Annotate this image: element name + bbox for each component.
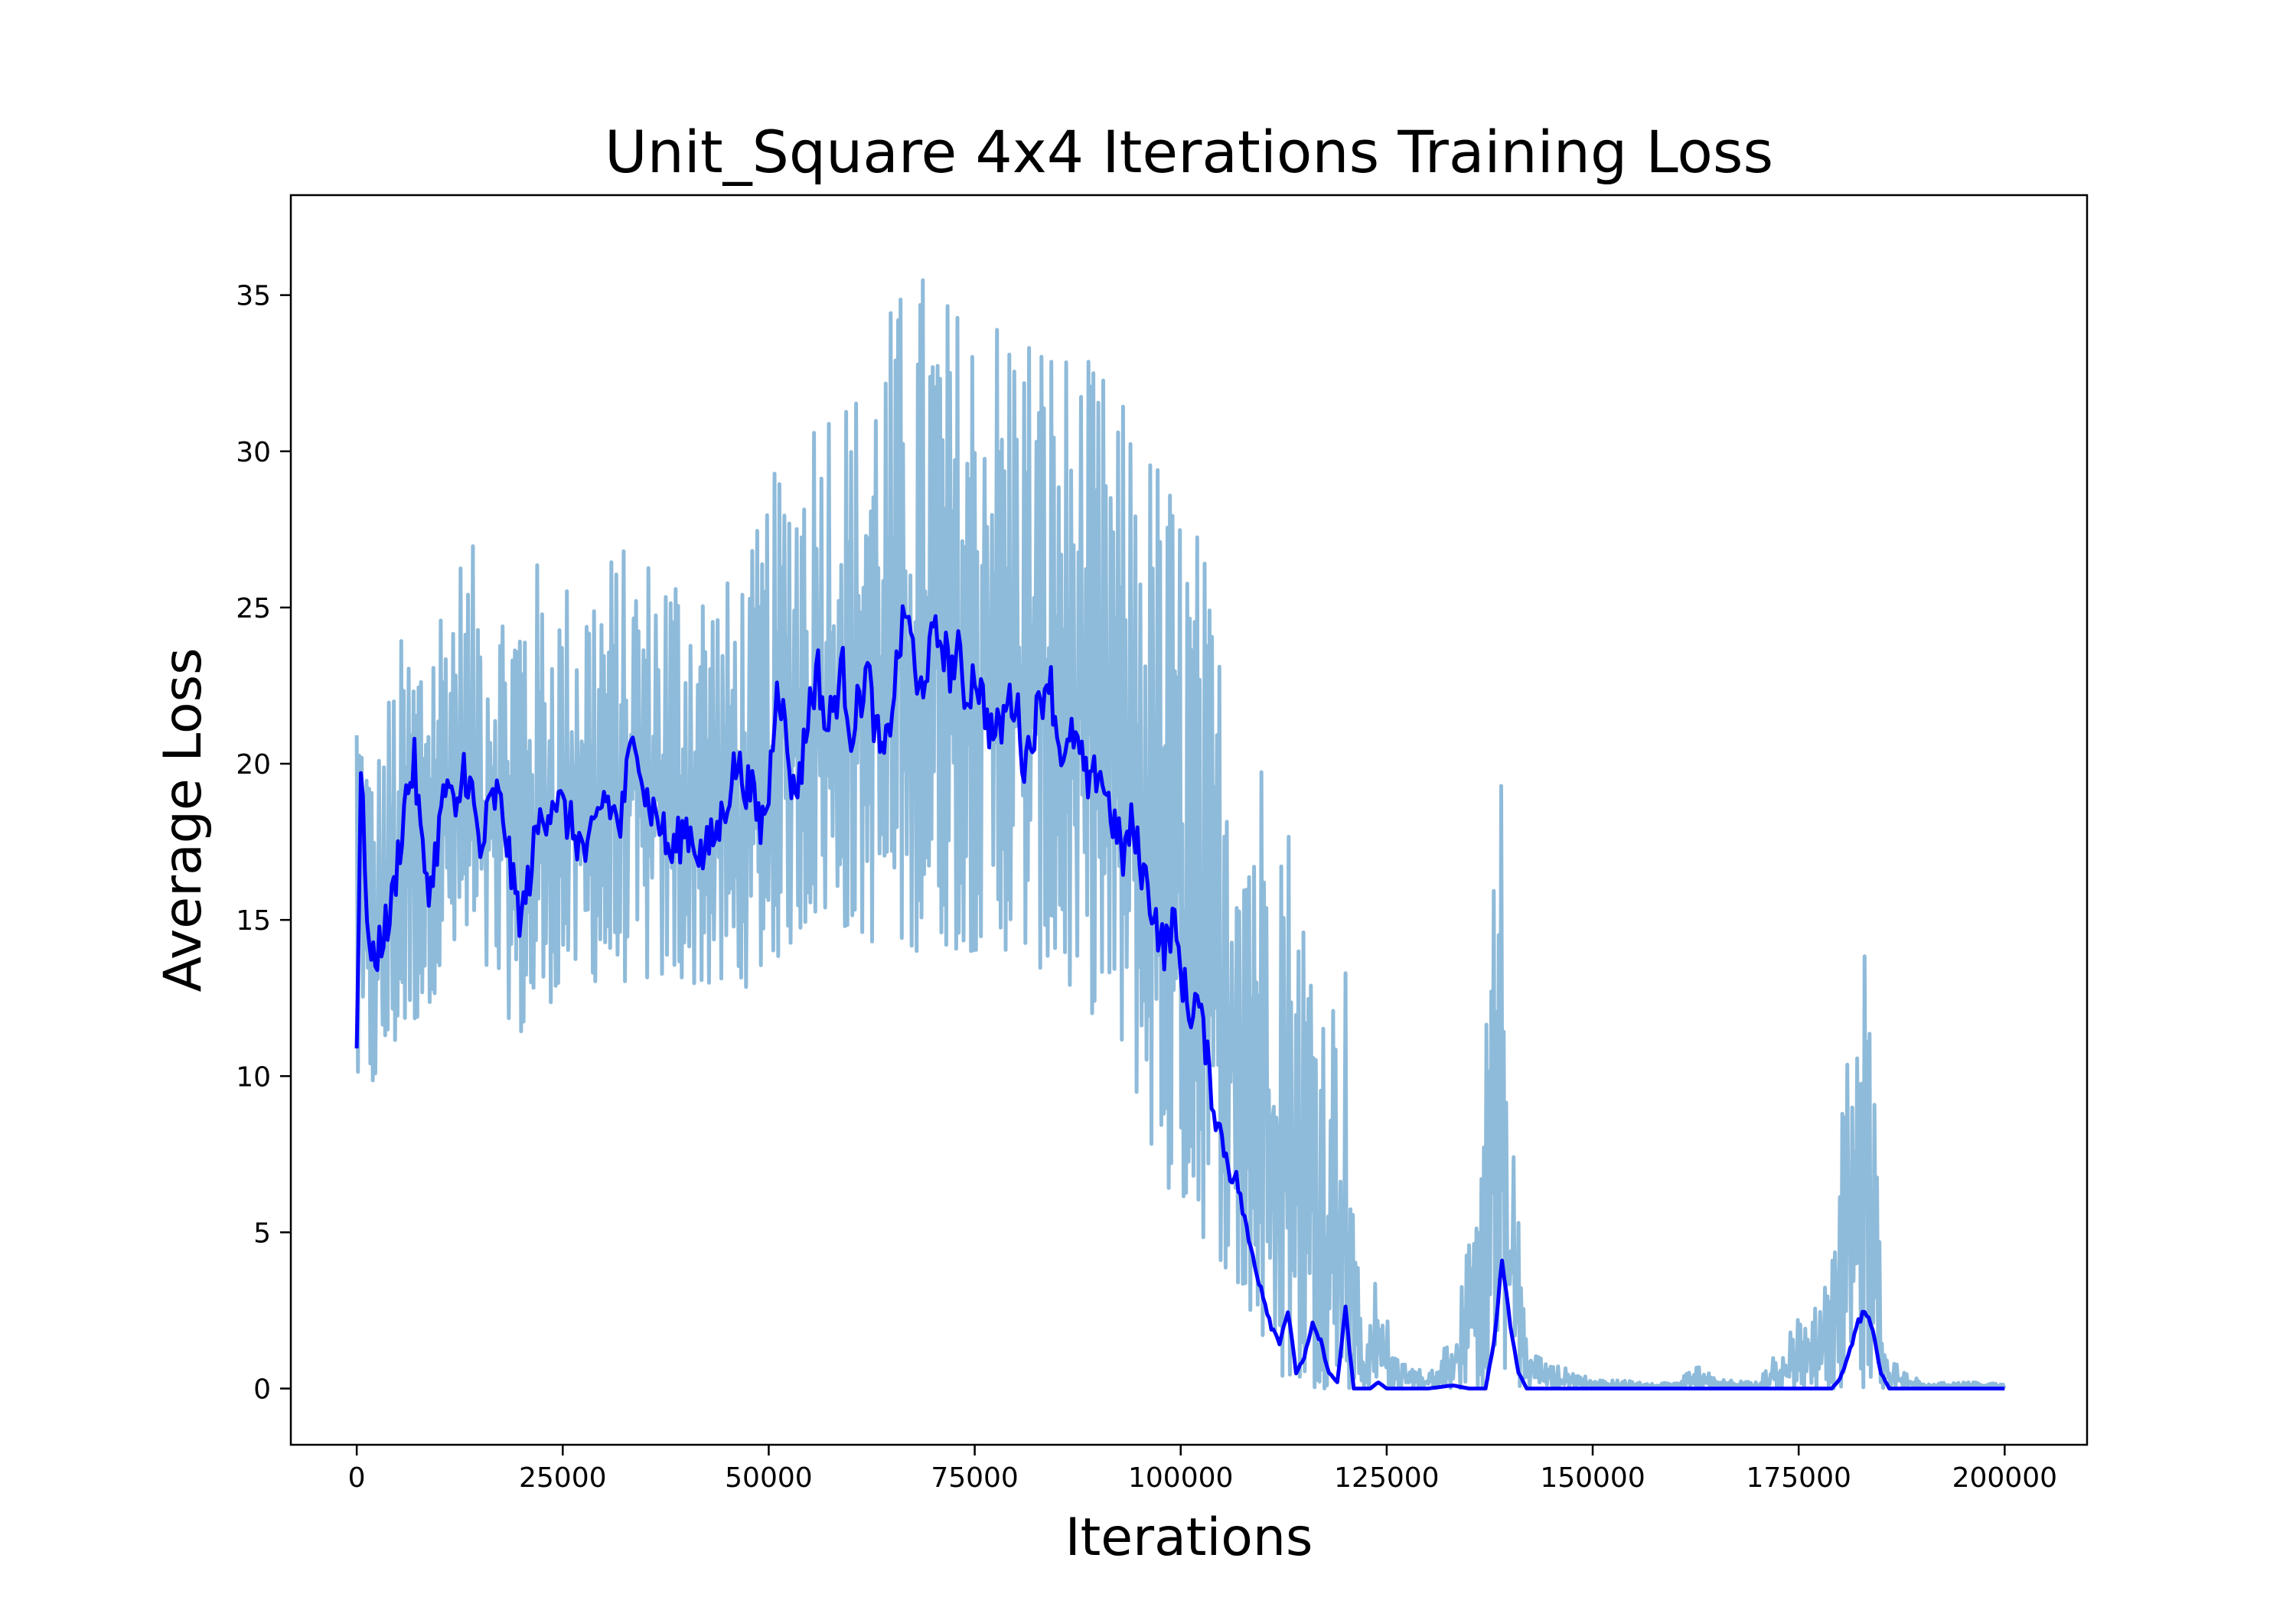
plot-frame xyxy=(289,194,2089,1446)
y-tick-label: 25 xyxy=(236,593,271,624)
y-tick-label: 10 xyxy=(236,1061,271,1093)
y-tick-label: 5 xyxy=(253,1217,271,1249)
y-tick-label: 0 xyxy=(253,1374,271,1406)
smoothed-loss-series-line xyxy=(354,604,2005,1390)
y-tick-label: 20 xyxy=(236,749,271,781)
axis-ticks: 0 25000 50000 75000 100000 125000 150000 175000… xyxy=(236,281,2057,1494)
x-tick-label: 25000 xyxy=(519,1462,607,1494)
x-tick-label: 175000 xyxy=(1746,1462,1851,1494)
x-tick-label: 50000 xyxy=(725,1462,813,1494)
y-tick-label: 15 xyxy=(236,905,271,937)
y-tick-label: 35 xyxy=(236,281,271,312)
y-tick-label: 30 xyxy=(236,437,271,468)
y-axis-label: Average Loss xyxy=(153,647,214,992)
x-tick-label: 200000 xyxy=(1952,1462,2057,1494)
x-tick-label: 0 xyxy=(348,1462,366,1494)
x-axis-label: Iterations xyxy=(1065,1508,1313,1568)
x-tick-label: 125000 xyxy=(1334,1462,1439,1494)
raw-loss-series-line xyxy=(354,278,2007,1390)
plot-area xyxy=(354,278,2007,1390)
x-tick-label: 100000 xyxy=(1128,1462,1233,1494)
x-tick-label: 75000 xyxy=(931,1462,1019,1494)
x-tick-label: 150000 xyxy=(1540,1462,1645,1494)
chart-title: Unit_Square 4x4 Iterations Training Loss xyxy=(605,118,1773,186)
